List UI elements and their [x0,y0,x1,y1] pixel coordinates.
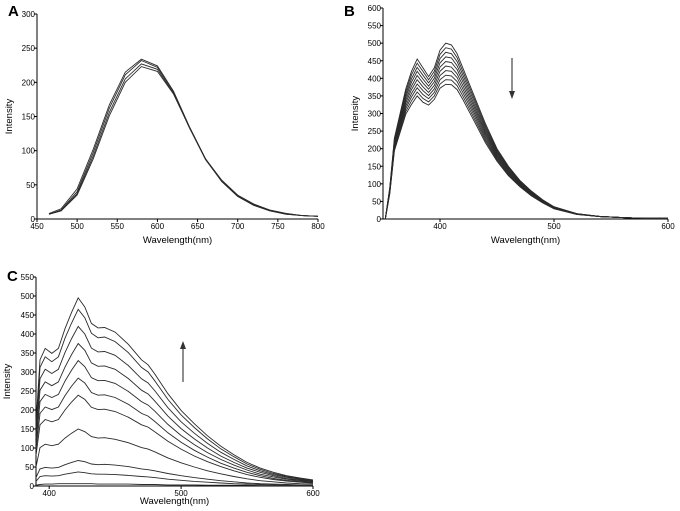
y-tick-label: 100 [368,180,382,189]
series-line-curve-6 [35,377,314,484]
series-line-curve-6 [384,65,668,220]
y-tick-label: 200 [22,78,36,87]
y-tick-label: 0 [31,215,36,224]
x-tick-label: 800 [311,222,325,231]
y-tick-label: 550 [368,22,382,31]
series-line-curve-3 [48,63,319,217]
series-line-curve-4 [35,428,314,485]
y-axis-label: Intensity [2,364,13,400]
series-line-curve-7 [384,70,668,220]
x-tick-label: 750 [271,222,285,231]
series-line-curve-5 [35,394,314,484]
y-tick-label: 250 [22,44,36,53]
series-line-curve-4 [48,66,319,217]
y-tick-label: 100 [21,444,35,453]
x-tick-label: 550 [111,222,125,231]
series-line-curve-3 [35,460,314,486]
x-tick-label: 700 [231,222,245,231]
y-tick-label: 0 [377,215,382,224]
panel-letter: B [344,3,355,20]
x-tick-label: 650 [191,222,205,231]
x-tick-label: 500 [547,222,561,231]
series-line-curve-11 [35,297,314,481]
series-line-curve-8 [35,342,314,482]
y-tick-label: 150 [368,162,382,171]
y-tick-label: 0 [30,482,35,491]
x-axis-label: Wavelength(nm) [140,496,209,507]
series-line-curve-2 [48,58,319,217]
y-tick-label: 50 [26,181,35,190]
y-tick-label: 250 [368,127,382,136]
y-tick-label: 150 [21,425,35,434]
series-line-curve-10 [384,83,668,220]
series-line-curve-8 [384,74,668,220]
x-axis-label: Wavelength(nm) [491,235,560,246]
y-tick-label: 350 [368,92,382,101]
y-tick-label: 600 [368,4,382,13]
series-line-curve-2 [384,47,668,220]
y-tick-label: 250 [21,387,35,396]
x-tick-label: 450 [30,222,44,231]
x-tick-label: 500 [174,489,188,498]
series-line-curve-2 [35,471,314,487]
series-line-curve-3 [384,51,668,220]
y-tick-label: 550 [21,273,35,282]
y-tick-label: 450 [368,57,382,66]
y-axis-label: Intensity [350,96,361,132]
y-tick-label: 200 [368,145,382,154]
series-line-curve-9 [35,325,314,482]
y-tick-label: 500 [368,39,382,48]
trend-arrow-down-icon [509,58,515,99]
series-line-curve-7 [35,359,314,483]
y-tick-label: 450 [21,311,35,320]
x-tick-label: 500 [70,222,84,231]
x-tick-label: 400 [433,222,447,231]
y-tick-label: 300 [22,10,36,19]
y-tick-label: 300 [368,110,382,119]
y-tick-label: 50 [372,197,381,206]
panel-letter: C [7,268,18,285]
y-tick-label: 150 [22,113,36,122]
y-axis-label: Intensity [4,99,15,135]
panel-c: C 0 50 100 150 200 250 300 350 400 450 500 550 400 500… [2,268,320,507]
panel-b: B 0 50 100 150 200 250 300 350 400 450 500 550 600 400… [344,3,675,246]
x-tick-label: 600 [661,222,675,231]
y-tick-label: 50 [25,463,34,472]
series-line-curve-1 [35,483,313,487]
series-line-curve-1 [48,59,319,217]
y-tick-label: 100 [22,147,36,156]
panel-letter: A [8,3,19,20]
y-tick-label: 350 [21,349,35,358]
y-tick-label: 400 [21,330,35,339]
x-tick-label: 600 [306,489,320,498]
series-line-curve-10 [35,308,314,481]
y-tick-label: 400 [368,74,382,83]
y-tick-label: 500 [21,292,35,301]
series-line-curve-9 [384,79,668,220]
y-tick-label: 300 [21,368,35,377]
trend-arrow-up-icon [180,341,186,382]
panel-a: A 0 50 100 150 200 250 300 450 500 550 600 650 700 750… [4,3,325,246]
x-tick-label: 600 [151,222,165,231]
x-axis-label: Wavelength(nm) [143,235,212,246]
y-tick-label: 200 [21,406,35,415]
x-tick-label: 400 [43,489,57,498]
